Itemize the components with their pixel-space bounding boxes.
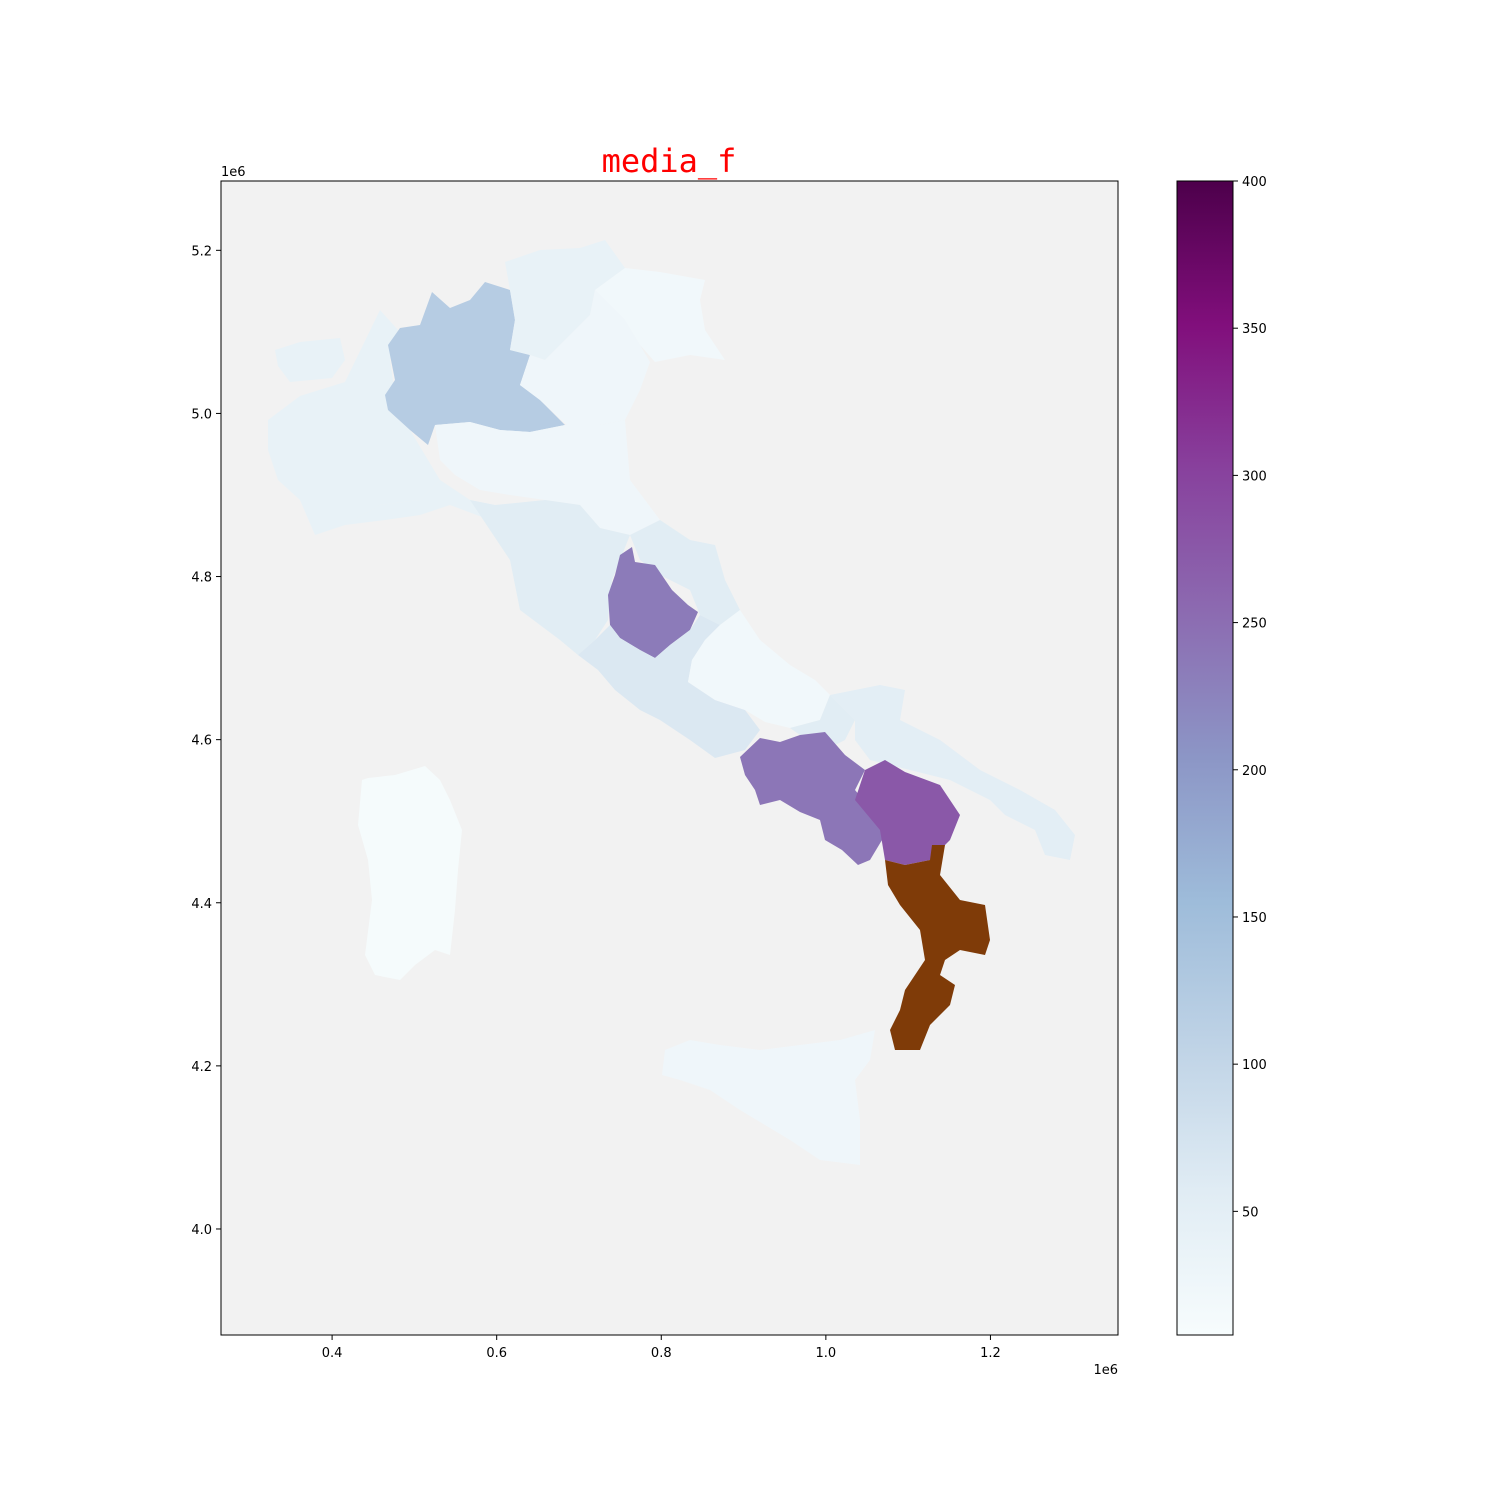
x-tick-label: 0.6 [486, 1346, 507, 1361]
x-axis-offset-label: 1e6 [1093, 1363, 1118, 1378]
region-campania [740, 732, 885, 865]
colorbar-tick-label: 100 [1242, 1058, 1267, 1073]
region-basilicata [855, 760, 960, 865]
y-tick-label: 5.2 [191, 244, 212, 259]
x-tick-label: 1.2 [980, 1346, 1001, 1361]
region-lazio [578, 615, 760, 758]
region-toscana [470, 500, 630, 655]
colorbar-tick-label: 300 [1242, 469, 1267, 484]
y-tick-label: 4.2 [191, 1060, 212, 1075]
y-axis-offset-label: 1e6 [221, 165, 246, 180]
region-abruzzo [688, 610, 830, 728]
colorbar-tick-label: 400 [1242, 175, 1267, 190]
colorbar-tick-label: 150 [1242, 911, 1267, 926]
region-liguria [345, 480, 495, 525]
region-trentino [505, 240, 625, 360]
region-sicilia [662, 1030, 875, 1165]
region-umbria [608, 547, 698, 658]
colorbar-tick-label: 350 [1242, 322, 1267, 337]
y-tick-label: 4.0 [191, 1223, 212, 1238]
map-panel-border [220, 180, 1119, 1336]
region-layer [268, 240, 1075, 1165]
region-lombardia [385, 282, 565, 445]
region-marche [630, 520, 740, 625]
colorbar [1176, 180, 1234, 1336]
colorbar-tick-label: 50 [1242, 1205, 1259, 1220]
y-tick-label: 4.4 [191, 897, 212, 912]
y-tick-label: 5.0 [191, 407, 212, 422]
y-tick-label: 4.8 [191, 571, 212, 586]
region-puglia [830, 685, 1075, 860]
map-title: media_f [602, 142, 737, 180]
region-veneto [520, 290, 650, 428]
colorbar-tick-label: 200 [1242, 764, 1267, 779]
colorbar-ticks: 50 100 150 200 250 300 350 400 [1233, 175, 1267, 1220]
x-tick-label: 1.0 [816, 1346, 837, 1361]
region-calabria [885, 845, 990, 1050]
x-axis: 0.4 0.6 0.8 1.0 1.2 [322, 1335, 1001, 1361]
region-sardegna [358, 766, 462, 980]
region-piemonte [268, 310, 440, 535]
x-tick-label: 0.4 [322, 1346, 343, 1361]
x-tick-label: 0.8 [651, 1346, 672, 1361]
y-axis: 4.0 4.2 4.4 4.6 4.8 5.0 5.2 [191, 244, 221, 1238]
y-tick-label: 4.6 [191, 734, 212, 749]
colorbar-tick-label: 250 [1242, 617, 1267, 632]
region-valle-daosta [275, 338, 345, 382]
region-emilia [435, 420, 660, 535]
region-friuli [595, 268, 725, 362]
